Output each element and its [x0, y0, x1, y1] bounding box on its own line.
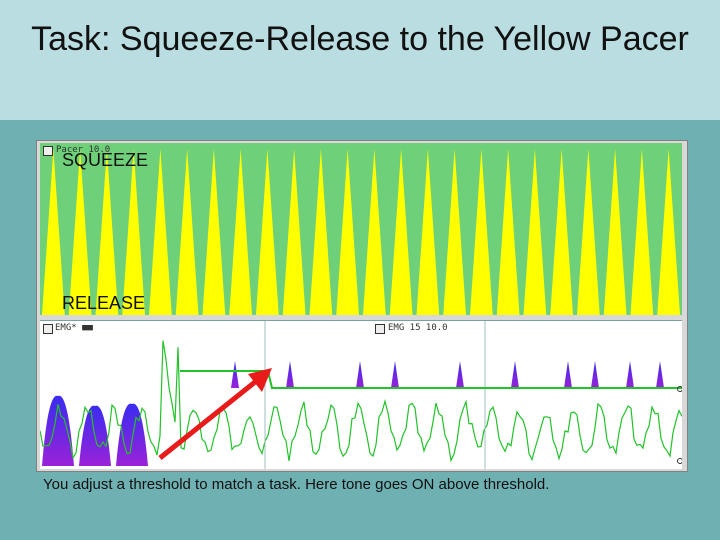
- emg-above-threshold-fill: [42, 395, 74, 466]
- pacer-triangle: [229, 149, 252, 315]
- threshold-line[interactable]: [180, 370, 682, 389]
- pacer-triangle: [149, 149, 172, 315]
- pacer-triangle: [336, 149, 359, 315]
- title-band: [0, 0, 720, 120]
- pacer-channel: [40, 143, 682, 315]
- slide-title: Task: Squeeze-Release to the Yellow Pace…: [31, 20, 689, 58]
- pacer-triangle: [550, 149, 573, 315]
- pacer-triangle: [309, 149, 333, 315]
- pacer-triangle: [470, 149, 493, 315]
- pacer-triangle: [389, 149, 413, 315]
- pacer-triangle: [496, 149, 520, 315]
- pacer-triangle: [282, 149, 306, 315]
- pacer-triangle: [256, 149, 279, 315]
- emg-waveform: [40, 321, 682, 469]
- emg-above-threshold-fill: [656, 361, 664, 388]
- pacer-channel-checkbox[interactable]: [43, 146, 53, 156]
- pacer-triangle: [68, 149, 92, 315]
- pacer-triangle: [95, 149, 119, 315]
- emg-above-threshold-fill: [591, 361, 599, 388]
- pacer-triangle: [603, 149, 627, 315]
- pacer-triangle: [657, 149, 680, 315]
- pacer-triangle: [122, 149, 145, 315]
- emg-channel: [40, 320, 682, 469]
- pacer-triangle: [175, 149, 199, 315]
- emg-above-threshold-fill: [116, 403, 148, 466]
- pacer-triangle: [523, 149, 547, 315]
- pacer-triangle: [202, 149, 226, 315]
- emg-above-threshold-fill: [564, 361, 572, 388]
- emg-above-threshold-fill: [511, 361, 519, 388]
- pacer-triangle: [443, 149, 466, 315]
- baseline-handle[interactable]: [677, 458, 683, 464]
- squeeze-label: SQUEEZE: [62, 150, 149, 170]
- emg-channel-label: EMG* ■■: [55, 323, 93, 333]
- pacer-triangle: [577, 149, 600, 315]
- threshold-handle[interactable]: [677, 386, 683, 392]
- pacer-triangle: [42, 149, 65, 315]
- emg-above-threshold-fill: [286, 361, 294, 388]
- pacer-triangle: [363, 149, 386, 315]
- pacer-triangle: [630, 149, 654, 315]
- pacer-triangle: [416, 149, 440, 315]
- emg-channel2-checkbox[interactable]: [375, 324, 385, 334]
- emg-above-threshold-fill: [391, 361, 399, 388]
- pacer-waveform: [42, 149, 680, 315]
- emg-above-threshold-fill: [231, 361, 239, 388]
- caption: You adjust a threshold to match a task. …: [43, 476, 550, 493]
- emg-channel2-label: EMG 15 10.0: [388, 323, 448, 333]
- emg-above-threshold-fill: [456, 361, 464, 388]
- emg-above-threshold-fill: [356, 361, 364, 388]
- pacer-channel-label: Pacer 10.0: [56, 145, 111, 155]
- emg-above-threshold-fill: [626, 361, 634, 388]
- release-label: RELEASE: [62, 293, 146, 313]
- emg-channel-checkbox[interactable]: [43, 324, 53, 334]
